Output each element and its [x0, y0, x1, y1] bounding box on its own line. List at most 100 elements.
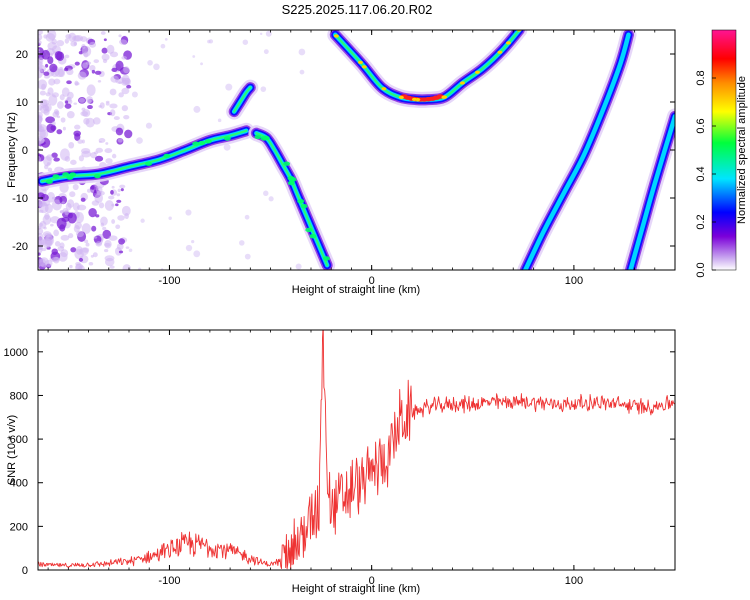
speckle-blob — [153, 63, 160, 71]
speckle-blob — [95, 214, 100, 218]
speckle-blob — [191, 239, 195, 244]
speckle-blob — [104, 240, 112, 249]
speckle-blob — [85, 242, 90, 247]
x-tick-label: 100 — [565, 275, 583, 287]
speckle-blob — [110, 190, 114, 195]
speckle-blob — [68, 141, 75, 149]
speckle-blob — [105, 158, 113, 164]
track-peak — [361, 65, 367, 69]
speckle-blob — [244, 253, 251, 260]
speckle-blob — [111, 153, 117, 159]
speckle-blob — [104, 148, 113, 154]
speckle-blob — [295, 263, 302, 270]
speckle-blob — [64, 38, 70, 44]
speckle-blob — [78, 98, 86, 103]
speckle-blob — [68, 212, 73, 219]
speckle-blob — [123, 114, 130, 120]
speckle-blob — [140, 218, 145, 223]
speckle-blob — [91, 225, 97, 232]
speckle-blob — [38, 264, 41, 268]
speckle-blob — [100, 216, 108, 226]
speckle-blob — [44, 212, 50, 220]
speckle-blob — [60, 117, 66, 123]
spectral-track — [622, 108, 675, 270]
speckle-blob — [66, 111, 75, 119]
speckle-blob — [119, 184, 126, 189]
speckle-blob — [38, 48, 41, 52]
speckle-blob — [56, 39, 65, 47]
speckle-blob — [105, 100, 110, 104]
speckle-blob — [70, 159, 77, 165]
speckle-blob — [66, 96, 72, 103]
spectral-tracks — [38, 30, 675, 270]
speckle-blob — [61, 87, 70, 97]
speckle-blob — [147, 59, 153, 66]
speckle-blob — [113, 116, 120, 121]
speckle-blob — [117, 215, 125, 221]
speckle-blob — [98, 202, 105, 209]
speckle-blob — [118, 34, 122, 38]
speckle-blob — [98, 137, 106, 143]
speckle-blob — [118, 238, 126, 245]
x-tick-label: -100 — [158, 575, 180, 587]
speckle-blob — [86, 84, 96, 96]
speckle-blob — [123, 66, 130, 74]
speckle-blob — [115, 224, 121, 230]
speckle-blob — [118, 250, 124, 254]
speckle-blob — [74, 82, 80, 86]
speckle-blob — [268, 196, 274, 202]
speckle-blob — [73, 102, 78, 105]
speckle-blob — [60, 249, 69, 258]
speckle-blob — [119, 39, 128, 45]
track-peak — [289, 177, 297, 182]
track-peak — [287, 180, 295, 186]
track-peak — [322, 256, 330, 261]
speckle-blob — [59, 242, 65, 249]
speckle-blob — [89, 41, 97, 48]
speckle-blob — [73, 224, 80, 233]
speckle-blob — [117, 138, 123, 143]
colorbar-tick-label: 0.8 — [695, 70, 707, 85]
speckle-blob — [38, 258, 46, 267]
speckle-blob — [48, 78, 56, 86]
speckle-blob — [39, 202, 49, 214]
speckle-blob — [92, 252, 98, 258]
speckle-blob — [61, 201, 65, 204]
snr-x-ticks: -100 0 100 — [47, 330, 676, 587]
speckle-blob — [81, 139, 85, 144]
speckle-blob — [74, 61, 80, 66]
speckle-blob — [94, 155, 104, 162]
speckle-blob — [64, 54, 70, 59]
snr-line — [38, 330, 675, 570]
speckle-blob — [105, 102, 110, 106]
speckle-blob — [54, 241, 61, 247]
spectral-track — [517, 30, 637, 270]
speckle-blob — [223, 143, 231, 151]
speckle-blob — [116, 193, 121, 197]
speckle-blob — [94, 70, 102, 75]
speckle-blob — [38, 61, 43, 66]
speckle-blob — [104, 255, 115, 262]
speckle-blob — [51, 38, 57, 45]
spectrogram-x-ticks: -100 0 100 — [47, 30, 676, 287]
speckle-blob — [114, 246, 122, 256]
speckle-blob — [116, 199, 122, 203]
speckle-blob — [103, 38, 107, 42]
speckle-blob — [120, 188, 124, 192]
track-layer — [628, 114, 675, 270]
speckle-blob — [115, 203, 119, 207]
track-peak — [333, 34, 339, 38]
speckle-blob — [56, 129, 63, 135]
track-peak — [305, 227, 313, 233]
speckle-blob — [260, 86, 267, 92]
speckle-blob — [117, 188, 121, 192]
speckle-blob — [217, 118, 222, 123]
speckle-blob — [81, 44, 86, 49]
speckle-blob — [45, 63, 49, 68]
speckle-blob — [90, 188, 95, 194]
speckle-blob — [58, 68, 66, 78]
speckle-blob — [207, 39, 211, 44]
track-peak — [283, 161, 291, 166]
